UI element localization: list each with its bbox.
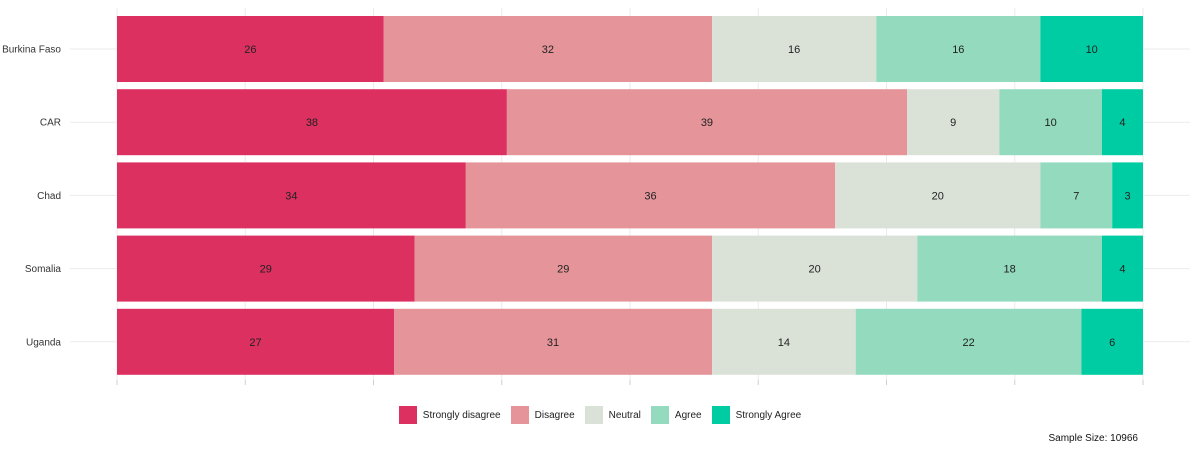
data-label: 20 (809, 264, 821, 276)
data-label: 7 (1073, 190, 1079, 202)
bar-segment (712, 16, 877, 82)
y-axis-tick-labels: Burkina Faso CAR Chad Somalia Uganda (2, 45, 61, 349)
legend-item-neutral: Neutral (584, 406, 641, 424)
data-label: 20 (932, 190, 944, 202)
data-label: 4 (1119, 264, 1125, 276)
legend-label: Agree (674, 409, 702, 421)
legend-item-disagree: Disagree (510, 406, 575, 424)
bar-segment (394, 308, 713, 375)
data-label: 10 (1045, 117, 1057, 129)
legend: Strongly disagree Disagree Neutral Agree… (0, 405, 1200, 425)
data-label: 29 (557, 264, 569, 276)
data-label: 6 (1109, 337, 1115, 349)
bar-segment (712, 235, 918, 302)
data-label: 27 (249, 337, 261, 349)
y-tick-label: Uganda (26, 337, 61, 348)
bar-segment (506, 89, 908, 156)
data-label: 10 (1086, 44, 1098, 56)
data-label: 22 (962, 337, 974, 349)
data-label: 34 (285, 190, 297, 202)
data-label: 29 (260, 264, 272, 276)
data-label: 26 (244, 44, 256, 56)
data-label: 9 (950, 117, 956, 129)
bar-segment (876, 16, 1041, 82)
data-label: 36 (644, 190, 656, 202)
data-label: 3 (1125, 190, 1131, 202)
data-label: 32 (542, 44, 554, 56)
bar-segment (1040, 16, 1143, 82)
legend-label: Disagree (534, 409, 575, 421)
data-label: 38 (306, 117, 318, 129)
y-tick-label: Burkina Faso (2, 45, 61, 56)
bar-segment (1101, 235, 1143, 302)
y-tick-label: Chad (37, 191, 61, 202)
bar-segment (855, 308, 1082, 375)
bar-segment (1101, 89, 1143, 156)
data-labels: 26 32 16 16 10 38 39 9 10 4 34 36 20 7 3 29 29 20 18 4 27 31 1… (244, 44, 1130, 349)
bar-segment (1112, 162, 1143, 229)
bar-segment (117, 89, 507, 156)
legend-label: Strongly disagree (422, 409, 501, 421)
data-label: 16 (788, 44, 800, 56)
bar-segment (465, 162, 836, 229)
sample-size-caption: Sample Size: 10966 (1048, 433, 1138, 444)
bar-segment (1040, 162, 1113, 229)
y-tick-label: CAR (40, 118, 61, 129)
data-label: 4 (1119, 117, 1125, 129)
bar-segment (712, 308, 856, 375)
bar-segment (907, 89, 1000, 156)
legend-swatch (711, 406, 730, 424)
legend-label: Strongly Agree (735, 409, 802, 421)
data-label: 14 (778, 337, 790, 349)
bar-segment (999, 89, 1102, 156)
bar-segment (414, 235, 713, 302)
legend-swatch (584, 406, 603, 424)
y-tick-label: Somalia (25, 264, 62, 275)
data-label: 39 (701, 117, 713, 129)
bar-segment (117, 235, 415, 302)
legend-label: Neutral (608, 409, 641, 421)
legend-item-strongly-disagree: Strongly disagree (398, 406, 501, 424)
bars (117, 16, 1143, 375)
legend-swatch (510, 406, 529, 424)
bar-segment (835, 162, 1041, 229)
bar-segment (117, 162, 466, 229)
bar-segment (117, 16, 384, 82)
data-label: 18 (1003, 264, 1015, 276)
bar-segment (383, 16, 713, 82)
bar-segment (1081, 308, 1143, 375)
legend-swatch (650, 406, 669, 424)
bar-segment (917, 235, 1102, 302)
legend-item-agree: Agree (650, 406, 702, 424)
legend-item-strongly-agree: Strongly Agree (711, 406, 802, 424)
data-label: 31 (547, 337, 559, 349)
legend-swatch (398, 406, 417, 424)
data-label: 16 (952, 44, 964, 56)
bar-segment (117, 308, 395, 375)
